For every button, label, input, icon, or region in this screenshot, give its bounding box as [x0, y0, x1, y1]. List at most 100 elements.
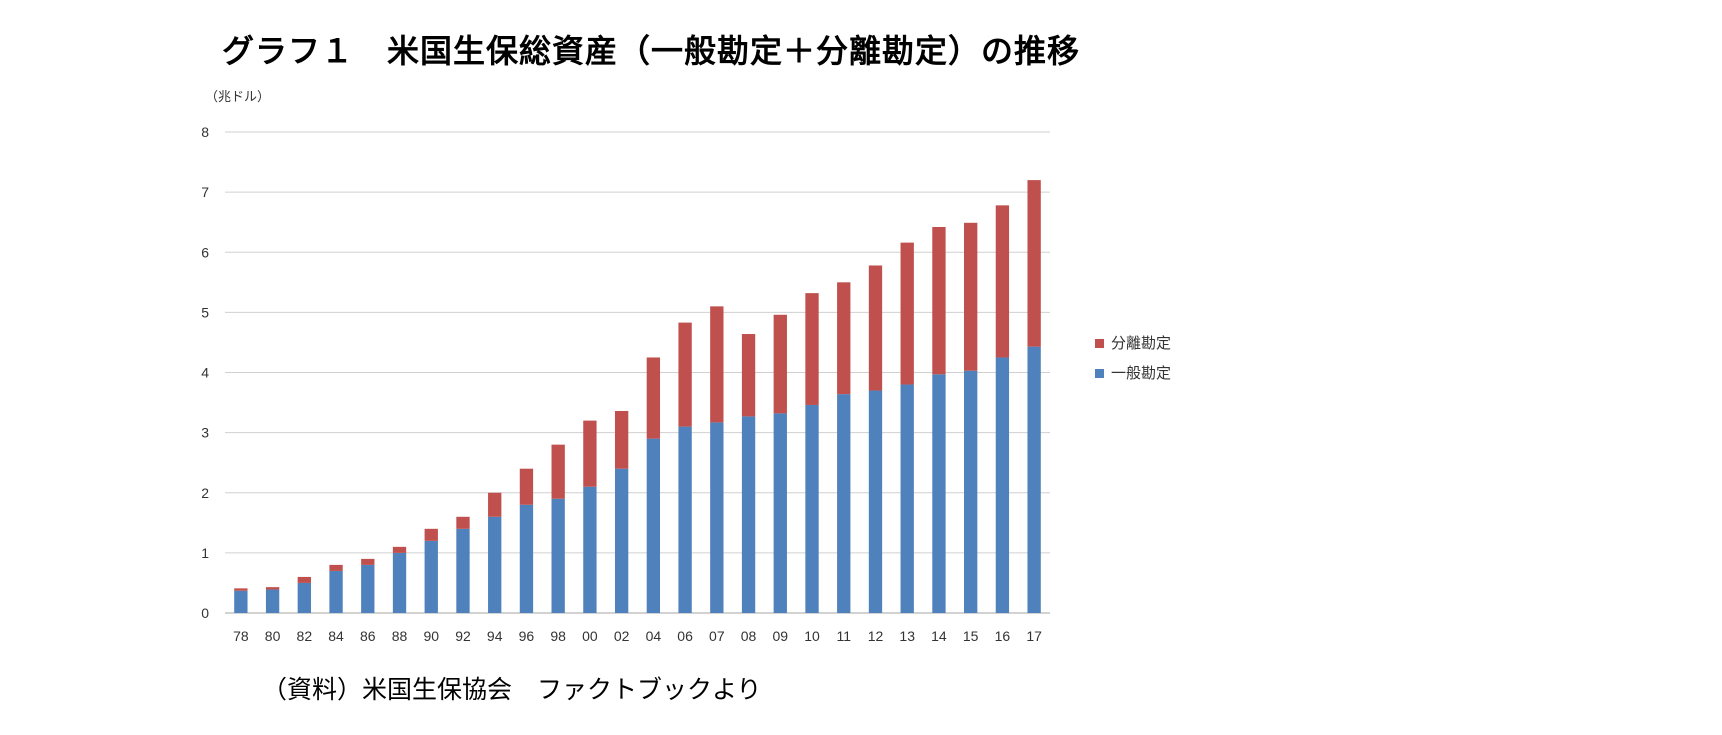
- x-tick-label: 84: [328, 628, 344, 644]
- bar-general-account-82: [297, 582, 311, 613]
- bar-separate-account-00: [583, 420, 597, 487]
- bar-separate-account-78: [234, 588, 248, 591]
- bar-general-account-12: [868, 390, 883, 613]
- bars: [234, 180, 1041, 613]
- bar-general-account-11: [837, 394, 851, 613]
- x-tick-label: 12: [868, 628, 884, 644]
- bar-separate-account-17: [1027, 180, 1041, 347]
- x-tick-label: 15: [963, 628, 979, 644]
- bar-separate-account-11: [837, 282, 851, 395]
- x-tick-label: 94: [487, 628, 503, 644]
- x-tick-label: 02: [614, 628, 630, 644]
- bar-separate-account-94: [488, 492, 502, 517]
- legend-label: 一般勘定: [1111, 364, 1171, 382]
- x-tick-label: 14: [931, 628, 947, 644]
- y-tick-label: 5: [201, 304, 209, 320]
- bar-general-account-14: [932, 374, 946, 613]
- bar-general-account-02: [614, 468, 629, 613]
- x-tick-label: 86: [360, 628, 376, 644]
- bar-separate-account-07: [710, 306, 724, 423]
- bar-separate-account-12: [868, 265, 883, 391]
- x-tick-label: 80: [265, 628, 281, 644]
- bar-separate-account-16: [995, 205, 1010, 358]
- x-tick-label: 11: [836, 628, 851, 644]
- bar-separate-account-88: [392, 546, 407, 553]
- y-tick-label: 4: [201, 365, 209, 381]
- bar-separate-account-92: [456, 516, 470, 529]
- chart-title: グラフ１ 米国生保総資産（一般勘定＋分離勘定）の推移: [222, 32, 1081, 70]
- bar-separate-account-86: [361, 558, 375, 565]
- gridlines: [225, 131, 1050, 614]
- bar-general-account-10: [805, 404, 819, 613]
- bar-general-account-88: [392, 552, 407, 613]
- y-axis-ticks: 0 1 2 3 4 5 6 7 8: [201, 124, 209, 621]
- bar-separate-account-90: [424, 528, 438, 541]
- bar-separate-account-80: [265, 587, 280, 590]
- bar-separate-account-06: [678, 322, 692, 427]
- bar-general-account-90: [424, 540, 438, 613]
- y-tick-label: 2: [201, 485, 209, 501]
- x-tick-label: 17: [1026, 628, 1042, 644]
- y-tick-label: 8: [201, 124, 209, 140]
- x-tick-label: 82: [297, 628, 313, 644]
- bar-separate-account-04: [646, 357, 661, 439]
- bar-general-account-04: [646, 438, 661, 613]
- x-tick-label: 09: [772, 628, 788, 644]
- bar-separate-account-02: [614, 410, 629, 469]
- bar-general-account-15: [964, 370, 978, 613]
- x-tick-label: 16: [995, 628, 1011, 644]
- bar-general-account-92: [456, 528, 470, 613]
- x-tick-label: 78: [233, 628, 249, 644]
- bar-general-account-17: [1027, 346, 1041, 613]
- bar-general-account-94: [488, 516, 502, 613]
- y-tick-label: 7: [201, 184, 209, 200]
- legend-swatch: [1095, 339, 1104, 348]
- bar-separate-account-13: [900, 242, 914, 385]
- y-tick-label: 1: [201, 545, 209, 561]
- x-tick-label: 04: [646, 628, 662, 644]
- bar-general-account-13: [900, 384, 914, 613]
- bar-separate-account-82: [297, 576, 311, 583]
- x-axis-ticks: 78 80 82 84 86 88 90 92 94 96 98 00 02 04 06 07 08 09 10 11…: [233, 628, 1042, 644]
- bar-separate-account-84: [329, 564, 343, 571]
- bar-separate-account-98: [551, 444, 565, 499]
- bar-general-account-80: [265, 589, 280, 613]
- x-tick-label: 00: [582, 628, 598, 644]
- bar-separate-account-10: [805, 293, 819, 405]
- bar-general-account-84: [329, 570, 343, 613]
- x-tick-label: 90: [423, 628, 439, 644]
- x-tick-label: 96: [519, 628, 535, 644]
- bar-separate-account-08: [741, 334, 756, 417]
- bar-general-account-06: [678, 426, 692, 613]
- x-tick-label: 98: [550, 628, 566, 644]
- legend-label: 分離勘定: [1111, 334, 1171, 352]
- source-note: （資料）米国生保協会 ファクトブックより: [262, 675, 762, 704]
- x-tick-label: 13: [899, 628, 915, 644]
- bar-general-account-09: [773, 413, 787, 613]
- x-tick-label: 88: [392, 628, 408, 644]
- y-tick-label: 6: [201, 244, 209, 260]
- bar-separate-account-96: [519, 468, 534, 505]
- y-axis-unit-label: （兆ドル）: [205, 90, 271, 105]
- bar-separate-account-14: [932, 226, 946, 375]
- x-tick-label: 06: [677, 628, 693, 644]
- y-tick-label: 3: [201, 425, 209, 441]
- bar-general-account-96: [519, 504, 534, 613]
- bar-general-account-16: [995, 357, 1010, 613]
- bar-general-account-07: [710, 422, 724, 613]
- bar-general-account-78: [234, 590, 248, 613]
- x-tick-label: 10: [804, 628, 820, 644]
- bar-general-account-08: [741, 416, 756, 613]
- bar-general-account-98: [551, 498, 565, 613]
- x-tick-label: 07: [709, 628, 725, 644]
- bar-separate-account-15: [964, 222, 978, 371]
- legend-swatch: [1095, 369, 1104, 378]
- bar-general-account-86: [361, 564, 375, 613]
- bar-separate-account-09: [773, 314, 787, 414]
- x-tick-label: 08: [741, 628, 757, 644]
- bar-general-account-00: [583, 486, 597, 613]
- x-tick-label: 92: [455, 628, 471, 644]
- y-tick-label: 0: [201, 605, 209, 621]
